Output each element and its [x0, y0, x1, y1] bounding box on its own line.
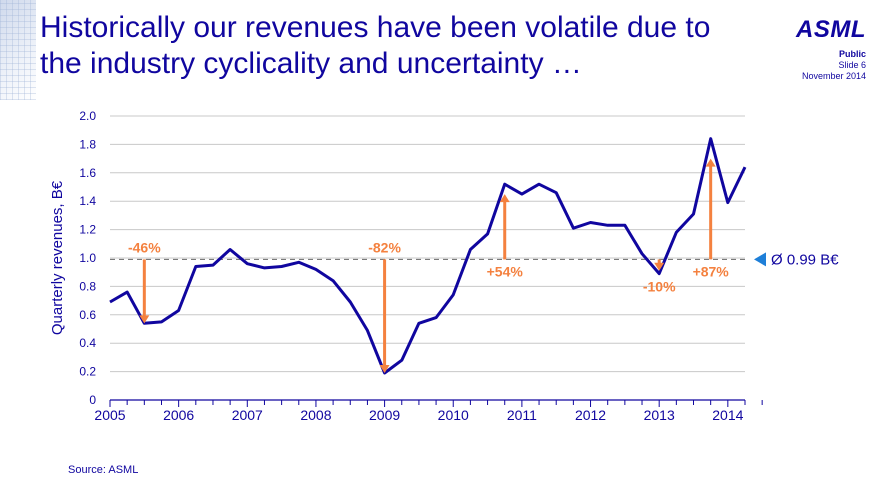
- x-tick-label: 2011: [507, 407, 537, 423]
- y-tick-label: 0.8: [79, 279, 96, 293]
- y-tick-label: 1.8: [79, 137, 96, 151]
- y-tick-label: 1.4: [79, 194, 96, 208]
- x-tick-label: 2013: [644, 407, 675, 423]
- y-tick-label: 2.0: [79, 109, 96, 123]
- slide-meta: Public Slide 6 November 2014: [802, 49, 866, 82]
- y-tick-label: 1.6: [79, 166, 96, 180]
- y-tick-label: 0.4: [79, 336, 96, 350]
- slide-number: Slide 6: [838, 60, 866, 70]
- revenue-series-line: [109, 137, 747, 375]
- change-label: -46%: [128, 239, 161, 255]
- change-arrowhead: [654, 262, 665, 271]
- classification-label: Public: [838, 49, 866, 59]
- source-note: Source: ASML: [68, 464, 139, 476]
- y-axis-label: Quarterly revenues, B€: [49, 180, 66, 335]
- x-tick-label: 2005: [94, 407, 125, 423]
- y-tick-label: 0.2: [79, 365, 96, 379]
- x-tick-label: 2008: [300, 407, 331, 423]
- y-tick-label: 1.0: [79, 251, 96, 265]
- slide-date: November 2014: [801, 71, 866, 81]
- x-tick-label: 2012: [575, 407, 606, 423]
- change-arrowhead: [499, 194, 510, 203]
- average-label: Ø 0.99 B€: [771, 251, 839, 268]
- change-arrowhead: [139, 315, 150, 324]
- change-label: -82%: [368, 239, 401, 255]
- x-tick-label: 2010: [438, 407, 469, 423]
- average-marker-icon: [754, 252, 766, 267]
- asml-logo: ASML: [796, 16, 866, 43]
- slide-title: Historically our revenues have been vola…: [40, 11, 711, 80]
- x-tick-label: 2014: [712, 407, 743, 423]
- y-tick-label: 0.6: [79, 308, 96, 322]
- change-label: +54%: [487, 263, 524, 279]
- x-tick-label: 2009: [369, 407, 400, 423]
- y-tick-label: 0: [89, 393, 96, 407]
- x-tick-label: 2007: [232, 407, 263, 423]
- x-tick-label: 2006: [163, 407, 194, 423]
- corner-pattern: [0, 0, 36, 100]
- y-tick-label: 1.2: [79, 223, 96, 237]
- change-arrowhead: [379, 365, 390, 374]
- change-label: -10%: [643, 278, 676, 294]
- change-arrowhead: [705, 158, 716, 167]
- change-label: +87%: [693, 263, 730, 279]
